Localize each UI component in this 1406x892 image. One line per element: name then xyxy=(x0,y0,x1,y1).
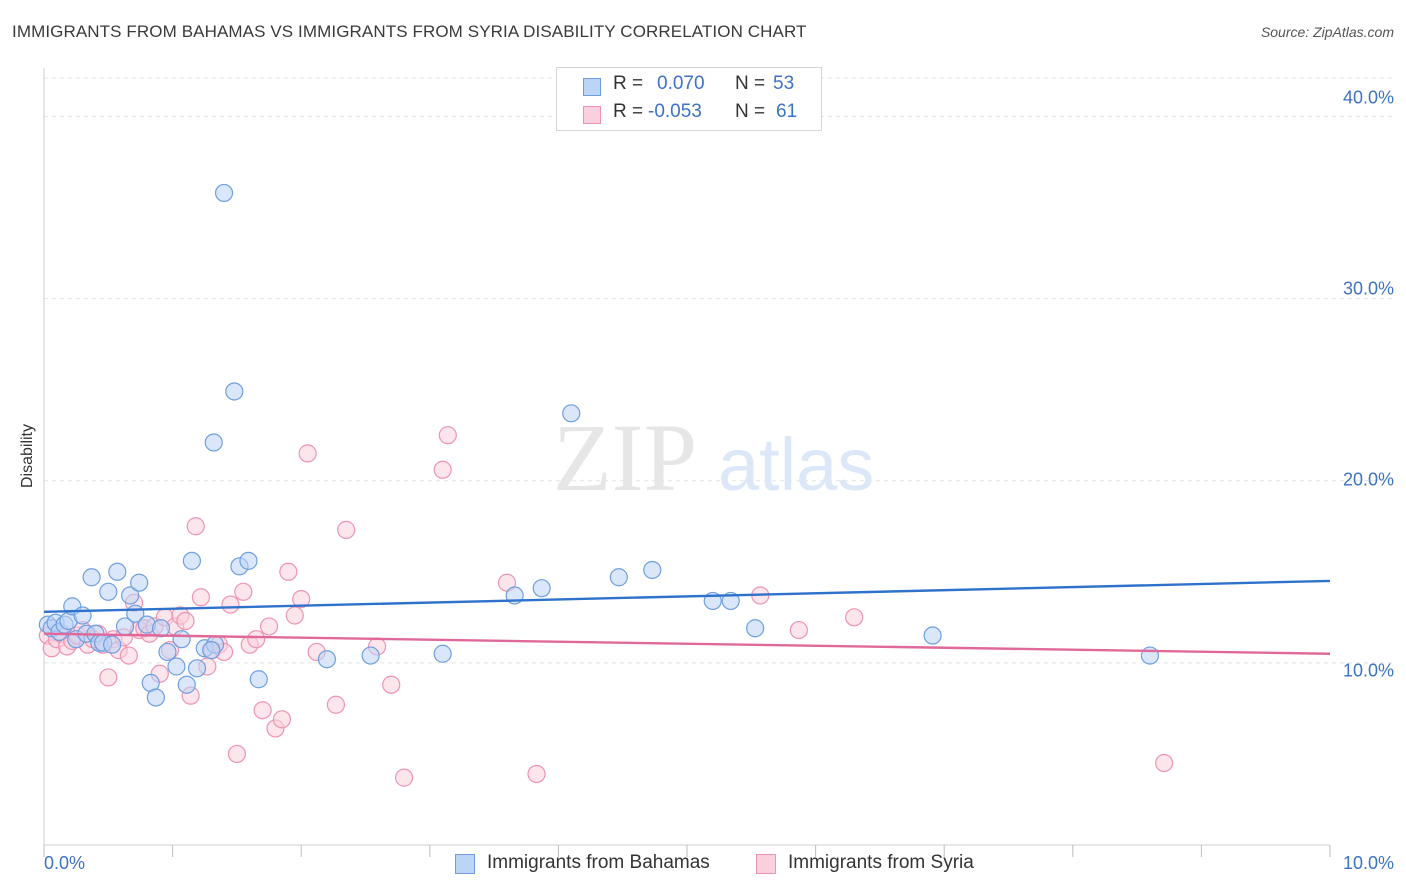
pink-point xyxy=(186,517,205,536)
pink-point xyxy=(221,595,240,614)
r-label: R = xyxy=(613,73,644,94)
blue-point xyxy=(167,657,186,676)
pink-point xyxy=(394,768,414,787)
x-tick-marks xyxy=(43,845,1331,857)
blue-r-value: 0.070 xyxy=(657,73,705,94)
pink-point xyxy=(337,520,356,539)
pink-point xyxy=(191,588,210,607)
pink-point xyxy=(298,444,317,463)
blue-point xyxy=(177,675,196,694)
pink-point xyxy=(119,646,138,665)
y-tick-label-40: 40.0% xyxy=(1342,87,1394,108)
pink-point xyxy=(285,606,304,625)
r-label: R = xyxy=(613,101,644,122)
blue-point xyxy=(204,433,223,452)
pink-point xyxy=(259,617,279,636)
pink-n-value: 61 xyxy=(776,101,798,122)
blue-point xyxy=(609,568,628,587)
pink-point xyxy=(527,764,546,784)
blue-point xyxy=(532,579,551,598)
stats-box: R = 0.070 N = 53 R = -0.053 N = 61 xyxy=(556,67,822,131)
pink-swatch xyxy=(583,106,601,124)
source-note: Source: ZipAtlas.com xyxy=(1260,24,1394,40)
blue-point xyxy=(562,404,581,423)
blue-point xyxy=(172,630,191,649)
pink-point xyxy=(438,426,457,445)
n-label: N = xyxy=(735,73,766,94)
pink-point xyxy=(227,744,246,764)
legend-pink-label: Immigrants from Syria xyxy=(788,852,974,873)
pink-point xyxy=(326,695,346,714)
pink-point xyxy=(1155,753,1174,773)
blue-point xyxy=(361,646,380,665)
pink-point xyxy=(292,590,311,609)
legend-blue-swatch xyxy=(455,854,475,874)
pink-point xyxy=(247,630,266,649)
blue-point xyxy=(103,635,122,654)
stats-row-pink: R = -0.053 N = 61 xyxy=(557,101,821,129)
x-tick-label-min: 0.0% xyxy=(44,853,86,873)
watermark-zip: ZIP xyxy=(553,404,697,511)
blue-point xyxy=(187,659,207,678)
blue-point xyxy=(108,562,127,581)
y-tick-label-10: 10.0% xyxy=(1342,660,1394,681)
pink-trend-line xyxy=(43,632,1331,655)
pink-point xyxy=(845,608,864,627)
blue-point xyxy=(121,586,140,605)
blue-n-value: 53 xyxy=(773,73,795,94)
blue-point xyxy=(433,644,452,663)
blue-point xyxy=(73,606,92,625)
blue-point xyxy=(202,641,221,660)
blue-point xyxy=(158,642,177,662)
blue-trend-line xyxy=(43,579,1331,614)
blue-point xyxy=(249,670,268,689)
blue-point xyxy=(225,382,244,401)
blue-point xyxy=(82,568,101,587)
pink-point xyxy=(253,701,272,720)
gridlines xyxy=(44,77,1392,664)
blue-point xyxy=(182,551,201,570)
blue-point xyxy=(214,183,234,203)
pink-point xyxy=(176,611,195,631)
pink-point xyxy=(272,710,292,729)
blue-point xyxy=(721,591,740,611)
y-axis-label: Disability xyxy=(19,423,36,489)
n-label: N = xyxy=(735,101,766,122)
blue-point xyxy=(99,582,118,601)
stats-row-blue: R = 0.070 N = 53 xyxy=(557,73,821,101)
x-tick-label-max: 10.0% xyxy=(1342,853,1394,873)
legend-pink-swatch xyxy=(756,854,776,874)
blue-point xyxy=(643,560,662,580)
pink-point xyxy=(789,620,808,640)
blue-point xyxy=(746,619,765,638)
trend-lines xyxy=(43,579,1331,655)
blue-point xyxy=(130,573,149,592)
pink-point xyxy=(433,460,452,479)
blue-point xyxy=(151,619,171,638)
chart-title: IMMIGRANTS FROM BAHAMAS VS IMMIGRANTS FR… xyxy=(12,22,807,41)
pink-point xyxy=(382,675,401,694)
blue-points xyxy=(38,183,1160,707)
pink-point xyxy=(99,668,118,687)
y-tick-label-30: 30.0% xyxy=(1342,278,1394,299)
blue-point xyxy=(923,626,942,645)
pink-point xyxy=(279,562,298,581)
blue-point xyxy=(1140,646,1160,665)
y-tick-label-20: 20.0% xyxy=(1342,469,1394,490)
blue-point xyxy=(239,551,258,570)
pink-r-value: -0.053 xyxy=(648,101,702,122)
legend-blue-label: Immigrants from Bahamas xyxy=(487,852,710,873)
blue-point xyxy=(317,650,337,669)
pink-point xyxy=(234,582,253,601)
blue-swatch xyxy=(583,78,601,96)
blue-point xyxy=(146,688,165,707)
watermark-atlas: atlas xyxy=(718,423,874,506)
